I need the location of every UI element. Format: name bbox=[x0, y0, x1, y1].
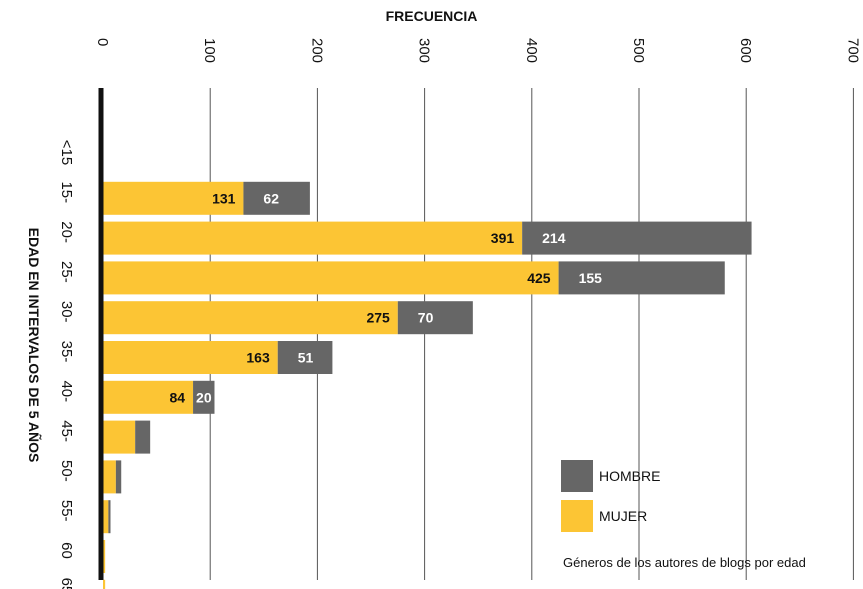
bar-hombre bbox=[558, 261, 725, 295]
category-label: 55- bbox=[58, 500, 75, 522]
bar-hombre bbox=[108, 500, 111, 534]
bar-value-label: 163 bbox=[246, 350, 270, 366]
bar-value-label: 425 bbox=[527, 270, 551, 286]
bar-hombre bbox=[135, 420, 151, 454]
bar-mujer bbox=[103, 221, 523, 255]
bar-hombre bbox=[115, 460, 122, 494]
bar-value-label: 70 bbox=[418, 310, 434, 326]
x-tick-label: 400 bbox=[523, 38, 540, 63]
category-labels: <15 15- 20- 25- 30- 35- 40- 45- 50- 55- 60 65+ bbox=[58, 140, 75, 589]
bars bbox=[103, 181, 752, 589]
category-label: 35- bbox=[58, 341, 75, 363]
legend-swatch-mujer bbox=[561, 500, 593, 532]
bar-mujer bbox=[103, 460, 116, 494]
category-label: 50- bbox=[58, 460, 75, 482]
bar-value-label: 51 bbox=[298, 350, 314, 366]
category-label: 30- bbox=[58, 301, 75, 323]
bar-value-label: 20 bbox=[196, 389, 212, 405]
legend-note: Géneros de los autores de blogs por edad bbox=[563, 555, 806, 570]
y-axis-title: EDAD EN INTERVALOS DE 5 AÑOS bbox=[26, 227, 42, 463]
bar-value-label: 275 bbox=[366, 310, 390, 326]
bar-value-label: 391 bbox=[491, 230, 515, 246]
bar-mujer bbox=[103, 181, 244, 215]
bar-mujer bbox=[103, 301, 398, 335]
legend-swatch-hombre bbox=[561, 460, 593, 492]
bar-value-label: 155 bbox=[579, 270, 603, 286]
category-label: <15 bbox=[58, 140, 75, 165]
bar-hombre bbox=[193, 380, 215, 414]
x-tick-label: 200 bbox=[308, 38, 325, 63]
bar-hombre bbox=[522, 221, 752, 255]
category-label: 20- bbox=[58, 221, 75, 243]
category-label: 40- bbox=[58, 380, 75, 402]
bar-mujer bbox=[103, 420, 136, 454]
x-tick-label: 600 bbox=[737, 38, 754, 63]
legend-label-hombre: HOMBRE bbox=[599, 468, 661, 484]
x-tick-label: 500 bbox=[630, 38, 647, 63]
bar-mujer bbox=[103, 540, 106, 573]
bar-mujer bbox=[103, 500, 109, 534]
bar-mujer bbox=[103, 341, 278, 374]
bar-mujer bbox=[103, 380, 194, 414]
legend-label-mujer: MUJER bbox=[599, 508, 648, 524]
x-tick-label: 100 bbox=[201, 38, 218, 63]
x-tick-label: 300 bbox=[416, 38, 433, 63]
bar-value-label: 131 bbox=[212, 190, 236, 206]
bar-hombre bbox=[397, 301, 473, 335]
category-label: 45- bbox=[58, 420, 75, 442]
category-label: 25- bbox=[58, 261, 75, 283]
bar-value-label: 62 bbox=[263, 190, 279, 206]
x-tick-labels: 0 100 200 300 400 500 600 700 bbox=[94, 38, 861, 63]
bar-hombre bbox=[243, 181, 310, 215]
bar-value-label: 214 bbox=[542, 230, 566, 246]
category-label: 65+ bbox=[58, 578, 75, 589]
bar-value-label: 84 bbox=[169, 389, 185, 405]
x-tick-label: 700 bbox=[844, 38, 861, 63]
bar-mujer bbox=[103, 261, 559, 295]
data-labels: 131 62 391 214 425 155 275 70 163 51 84 20 bbox=[169, 190, 602, 405]
chart-title: FRECUENCIA bbox=[385, 8, 478, 24]
x-tick-label: 0 bbox=[94, 38, 111, 46]
bar-hombre bbox=[277, 341, 333, 374]
category-label: 60 bbox=[58, 542, 75, 559]
category-label: 15- bbox=[58, 181, 75, 203]
bar-mujer bbox=[103, 579, 106, 589]
